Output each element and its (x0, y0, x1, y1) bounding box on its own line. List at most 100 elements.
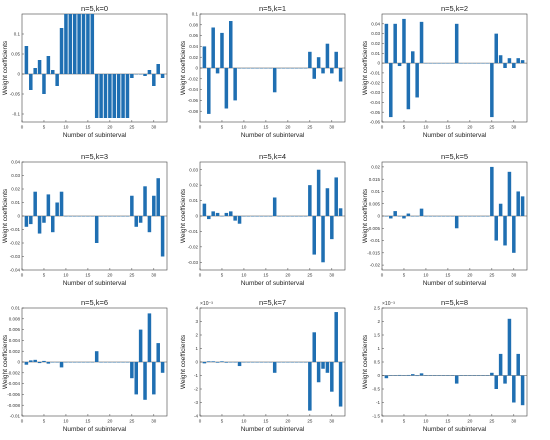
bar-9 (419, 208, 424, 216)
bar-26 (494, 33, 498, 64)
bar-9 (59, 362, 64, 368)
bar-series (24, 14, 165, 118)
bar-7 (411, 374, 415, 376)
y-axis-label: Weight coefficients (362, 188, 369, 243)
bar-32 (520, 60, 525, 64)
y-tick-label: 0 (377, 61, 380, 66)
bar-3 (33, 68, 37, 74)
y-tick-label: 0.02 (371, 165, 380, 170)
plot-title: n=5,k=7 (259, 298, 286, 307)
y-axis-label: Weight coefficients (2, 40, 9, 95)
bar-32 (338, 68, 343, 82)
bar-2 (207, 68, 211, 114)
x-axis-label: Number of subinterval (63, 280, 127, 287)
bar-5 (220, 361, 224, 362)
bar-10 (64, 14, 68, 74)
y-tick-label: -0.04 (10, 268, 21, 273)
x-tick-label: 5 (403, 273, 406, 278)
x-tick-label: 0 (21, 273, 24, 278)
y-tick-label: -0.02 (370, 263, 381, 268)
y-tick-label: -0.02 (370, 80, 381, 85)
x-tick-label: 25 (307, 419, 313, 424)
x-tick-label: 0 (381, 125, 384, 130)
y-tick-label: 0.03 (11, 173, 20, 178)
bar-5 (42, 360, 46, 362)
bar-17 (454, 216, 459, 229)
y-tick-label: 0.05 (11, 52, 20, 57)
x-tick-label: 25 (129, 419, 135, 424)
bar-27 (498, 55, 503, 64)
x-tick-label: 30 (511, 419, 517, 424)
x-tick-label: 30 (511, 273, 517, 278)
bar-series (384, 18, 525, 118)
bar-31 (334, 177, 338, 216)
x-tick-label: 30 (151, 273, 157, 278)
x-tick-label: 5 (403, 125, 406, 130)
bar-28 (503, 63, 507, 68)
bar-30 (512, 375, 516, 403)
bar-7 (51, 70, 55, 74)
bar-25 (490, 372, 494, 376)
y-tick-label: -0.03 (370, 90, 381, 95)
bar-28 (321, 362, 325, 369)
x-tick-label: 25 (489, 419, 495, 424)
bar-2 (389, 63, 393, 118)
bar-series (202, 21, 343, 114)
y-tick-label: -1 (194, 373, 198, 378)
bar-9 (237, 216, 242, 224)
y-tick-label: -0.02 (188, 76, 199, 81)
y-tick-label: -0.01 (370, 71, 381, 76)
bar-3 (33, 359, 37, 362)
bar-25 (130, 74, 134, 78)
bar-31 (334, 51, 338, 68)
bar-27 (316, 57, 321, 68)
bar-2 (207, 216, 211, 220)
bar-32 (338, 208, 343, 216)
y-tick-label: 0.008 (9, 316, 21, 321)
y-tick-label: 2.5 (374, 306, 381, 311)
y-tick-label: -0.01 (370, 238, 381, 243)
y-tick-label: 1 (195, 346, 198, 351)
y-tick-label: -0.01 (188, 229, 199, 234)
y-tick-label: 0 (377, 373, 380, 378)
bar-9 (237, 362, 242, 367)
y-tick-label: -0.03 (10, 254, 21, 259)
x-tick-label: 15 (263, 419, 269, 424)
bar-32 (520, 196, 525, 216)
y-tick-label: 4 (195, 306, 198, 311)
bar-7 (229, 211, 233, 216)
y-tick-label: -0.008 (7, 403, 20, 408)
y-tick-label: 0.03 (371, 31, 380, 36)
bar-27 (138, 329, 143, 362)
plot-title: n=5,k=5 (441, 152, 468, 161)
bar-8 (415, 375, 419, 377)
bar-28 (143, 74, 147, 76)
x-tick-label: 25 (307, 273, 313, 278)
bar-4 (215, 362, 220, 363)
bar-25 (308, 362, 312, 411)
y-tick-label: -0.1 (12, 112, 20, 117)
bar-6 (406, 63, 411, 110)
bar-3 (211, 211, 215, 216)
bar-series (202, 312, 343, 411)
bar-4 (215, 212, 220, 216)
x-tick-label: 5 (43, 125, 46, 130)
x-tick-label: 25 (129, 125, 135, 130)
bar-21 (112, 74, 117, 118)
bar-28 (321, 68, 325, 74)
y-tick-label: -0.015 (367, 250, 380, 255)
bar-9 (59, 28, 64, 74)
bar-31 (516, 353, 520, 376)
y-tick-label: 0.002 (9, 349, 21, 354)
bar-1 (24, 46, 29, 74)
y-tick-label: 0.006 (9, 327, 21, 332)
y-tick-label: -0.02 (10, 241, 21, 246)
bar-6 (224, 212, 229, 216)
bar-30 (152, 195, 156, 216)
y-axis-label: Weight coefficients (180, 40, 187, 95)
axes-frame (381, 13, 528, 123)
bar-4 (215, 68, 220, 74)
y-axis-label: Weight coefficients (362, 40, 369, 95)
bar-25 (490, 166, 494, 216)
x-tick-label: 25 (489, 125, 495, 130)
